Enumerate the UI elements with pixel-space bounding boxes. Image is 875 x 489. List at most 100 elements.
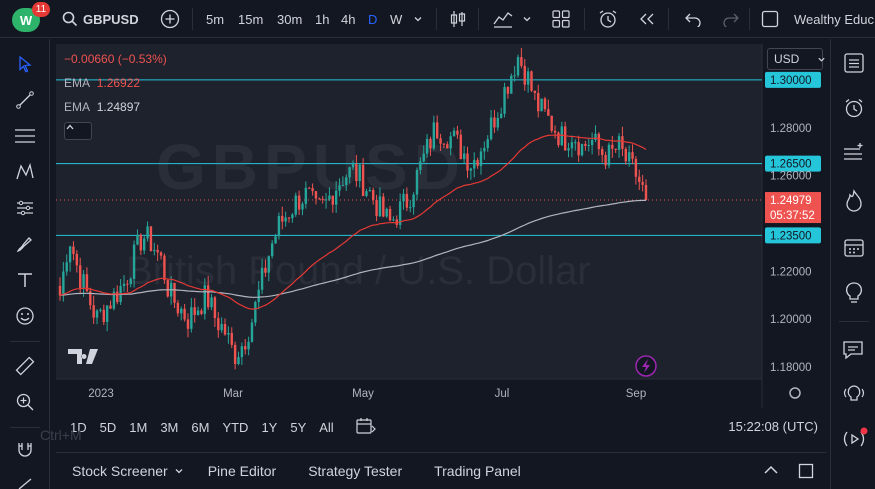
screener-dropdown[interactable] <box>174 463 184 479</box>
magnet-tool[interactable] <box>10 437 40 467</box>
toolbar-divider <box>749 8 750 30</box>
alerts-button[interactable] <box>838 94 870 126</box>
text-tool[interactable] <box>10 267 40 297</box>
price-axis-label: 1.23500 <box>770 230 812 242</box>
undo-button[interactable] <box>684 0 702 38</box>
range-1d[interactable]: 1D <box>70 419 87 435</box>
range-ytd[interactable]: YTD <box>222 419 249 435</box>
watchlist-button[interactable] <box>838 49 870 81</box>
clock-timezone[interactable]: 15:22:08 (UTC) <box>728 419 818 434</box>
range-5d[interactable]: 5D <box>99 419 117 435</box>
watermark-name: British Pound / U.S. Dollar <box>126 249 591 293</box>
candle-body <box>109 305 112 309</box>
candle-body <box>601 149 604 155</box>
layouts-button[interactable] <box>551 0 571 38</box>
alert-button[interactable] <box>597 0 619 38</box>
candle-body <box>513 75 516 77</box>
candle-body <box>176 302 180 314</box>
range-all[interactable]: All <box>319 419 334 435</box>
stay-drawing-tool[interactable] <box>10 471 40 489</box>
timeframe-4h[interactable]: 4h <box>341 11 356 27</box>
tab-strategy-tester[interactable]: Strategy Tester <box>308 463 403 479</box>
price-axis-label: 05:37:52 <box>770 210 815 222</box>
fib-tool[interactable] <box>10 195 40 225</box>
settings-gear-icon[interactable] <box>789 387 801 399</box>
ema-slow-legend[interactable]: EMA 1.24897 <box>64 100 140 114</box>
calendar-button[interactable] <box>838 233 870 265</box>
account-name[interactable]: Wealthy Educ <box>794 11 874 27</box>
layout-name-checkbox[interactable] <box>761 0 779 38</box>
timeframe-dropdown[interactable] <box>413 0 423 38</box>
trend-line-tool[interactable] <box>10 87 40 117</box>
tab-stock-screener[interactable]: Stock Screener <box>72 463 168 479</box>
price-label-bg <box>765 207 821 224</box>
candle-body <box>526 71 530 85</box>
indicators-button[interactable] <box>492 0 514 38</box>
candle-body <box>419 161 422 170</box>
tools-divider <box>10 341 40 342</box>
price-chart[interactable]: GBPUSD British Pound / U.S. Dollar 1.30000… <box>56 44 826 408</box>
timeframe-d[interactable]: D <box>368 11 378 27</box>
timeframe-w[interactable]: W <box>390 11 403 27</box>
timeframe-5m[interactable]: 5m <box>206 11 225 27</box>
icon-tool[interactable] <box>10 303 40 333</box>
candle-body <box>304 187 308 204</box>
candle-body <box>186 319 190 329</box>
candle-body <box>607 144 611 166</box>
candle-body <box>318 198 321 200</box>
range-1y[interactable]: 1Y <box>261 419 278 435</box>
add-symbol-button[interactable] <box>160 0 180 38</box>
replay-button[interactable] <box>637 0 657 38</box>
ema-fast-legend[interactable]: EMA 1.26922 <box>64 76 140 90</box>
indicators-dropdown[interactable] <box>522 0 532 38</box>
timeframe-1h[interactable]: 1h <box>315 11 330 27</box>
brush-tool[interactable] <box>10 231 40 261</box>
tab-pine-editor[interactable]: Pine Editor <box>207 463 277 479</box>
candle-body <box>331 195 334 205</box>
zoom-tool[interactable] <box>10 389 40 419</box>
candle-body <box>200 310 203 314</box>
panel-maximize-button[interactable] <box>797 462 815 483</box>
plus-circle-icon <box>160 9 180 29</box>
candle-body <box>594 133 597 140</box>
candle-body <box>99 309 102 311</box>
timeframe-30m[interactable]: 30m <box>277 11 303 27</box>
currency-select[interactable]: USD <box>767 48 825 70</box>
range-1m[interactable]: 1M <box>129 419 148 435</box>
symbol-search[interactable]: GBPUSD <box>62 0 139 38</box>
horizontal-lines-tool[interactable] <box>10 123 40 153</box>
candle-body <box>180 308 183 314</box>
candle-body <box>314 191 318 199</box>
streams-button[interactable] <box>838 425 870 457</box>
date-range-button[interactable] <box>355 416 377 439</box>
candle-body <box>409 207 412 209</box>
hotlists-button[interactable] <box>838 187 870 219</box>
legend-collapse-button[interactable] <box>64 122 92 140</box>
range-3m[interactable]: 3M <box>160 419 179 435</box>
candle-body <box>567 148 570 151</box>
chart-type-button[interactable] <box>449 0 467 38</box>
data-window-button[interactable] <box>838 139 870 171</box>
range-6m[interactable]: 6M <box>191 419 210 435</box>
candle-body <box>220 324 223 331</box>
candle-body <box>587 145 590 147</box>
chats-button[interactable] <box>838 336 870 368</box>
panel-expand-button[interactable] <box>762 463 780 480</box>
toolbar-divider <box>584 8 585 30</box>
brush-icon <box>15 234 35 259</box>
range-5y[interactable]: 5Y <box>290 419 307 435</box>
cursor-tool[interactable] <box>10 51 40 81</box>
candle-body <box>355 164 358 182</box>
rewind-icon <box>637 11 657 27</box>
candles-icon <box>449 9 467 29</box>
timeframe-15m[interactable]: 15m <box>238 11 264 27</box>
tab-trading-panel[interactable]: Trading Panel <box>434 463 521 479</box>
pine-assistant-button[interactable] <box>838 381 870 413</box>
ideas-button[interactable] <box>838 279 870 311</box>
redo-button[interactable] <box>722 0 740 38</box>
pattern-tool[interactable] <box>10 159 40 189</box>
candle-body <box>291 214 294 219</box>
ruler-tool[interactable] <box>10 353 40 383</box>
shortcut-hint: Ctrl+M <box>40 427 82 443</box>
chart-canvas[interactable]: GBPUSD British Pound / U.S. Dollar 1.30000… <box>56 44 826 408</box>
